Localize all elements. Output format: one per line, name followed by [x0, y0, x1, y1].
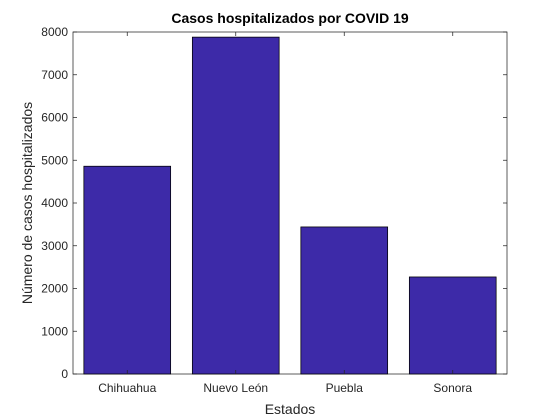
- x-tick-label: Nuevo León: [203, 381, 268, 395]
- bar-puebla: [300, 226, 389, 375]
- y-tick-label: 7000: [41, 68, 68, 82]
- y-tick-label: 3000: [41, 239, 68, 253]
- x-tick-label: Sonora: [433, 381, 472, 395]
- x-axis-label: Estados: [265, 401, 316, 417]
- x-tick-label: Chihuahua: [98, 381, 156, 395]
- y-tick-label: 6000: [41, 111, 68, 125]
- bar-nuevo-le-n: [191, 36, 280, 375]
- bar-sonora: [408, 276, 497, 375]
- y-axis-ticks: 0 1000 2000 3000 4000 5000 6000 7000 8000: [41, 25, 507, 381]
- x-axis-ticks: Chihuahua Nuevo León Puebla Sonora: [98, 32, 472, 395]
- y-tick-label: 1000: [41, 324, 68, 338]
- y-tick-label: 0: [61, 367, 68, 381]
- y-tick-label: 4000: [41, 196, 68, 210]
- y-tick-label: 8000: [41, 25, 68, 39]
- bar-chihuahua: [83, 165, 172, 375]
- y-tick-label: 5000: [41, 153, 68, 167]
- y-axis-label: Número de casos hospitalizados: [19, 102, 35, 304]
- y-tick-label: 2000: [41, 282, 68, 296]
- x-tick-label: Puebla: [326, 381, 364, 395]
- bars-group: [83, 36, 497, 375]
- chart-title: Casos hospitalizados por COVID 19: [171, 10, 408, 26]
